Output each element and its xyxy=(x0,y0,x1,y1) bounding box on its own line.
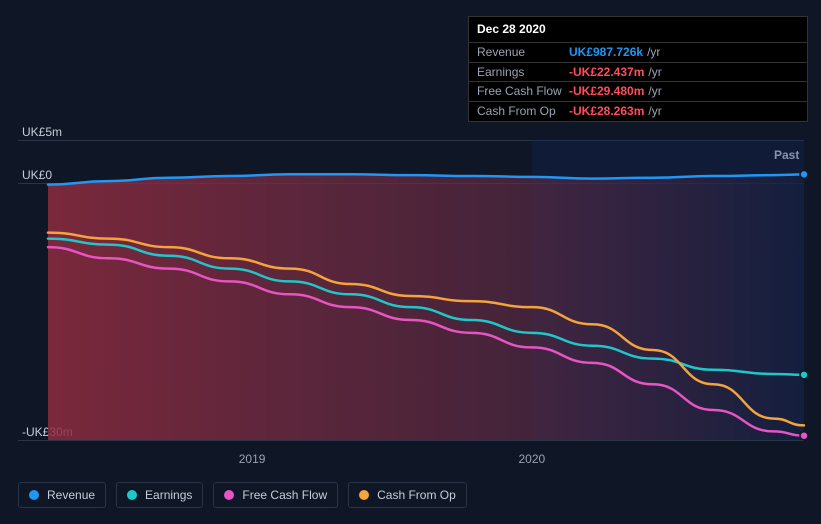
tooltip-unit: /yr xyxy=(648,83,661,100)
tooltip-value: -UK£29.480m xyxy=(569,83,644,100)
tooltip-label: Cash From Op xyxy=(477,103,569,120)
legend-label: Earnings xyxy=(145,488,192,502)
tooltip: Dec 28 2020 Revenue UK£987.726k /yr Earn… xyxy=(468,16,808,122)
tooltip-unit: /yr xyxy=(647,44,660,61)
x-axis-label: 2020 xyxy=(518,452,545,466)
legend-item-earnings[interactable]: Earnings xyxy=(116,482,203,508)
legend-item-free-cash-flow[interactable]: Free Cash Flow xyxy=(213,482,338,508)
legend-swatch-icon xyxy=(224,490,234,500)
tooltip-label: Earnings xyxy=(477,64,569,81)
tooltip-unit: /yr xyxy=(648,64,661,81)
legend-swatch-icon xyxy=(127,490,137,500)
legend-item-revenue[interactable]: Revenue xyxy=(18,482,106,508)
legend-swatch-icon xyxy=(29,490,39,500)
legend-item-cash-from-op[interactable]: Cash From Op xyxy=(348,482,467,508)
tooltip-date: Dec 28 2020 xyxy=(469,17,807,43)
x-axis-label: 2019 xyxy=(239,452,266,466)
legend-label: Revenue xyxy=(47,488,95,502)
tooltip-value: -UK£22.437m xyxy=(569,64,644,81)
chart-container: UK£5m UK£0 -UK£30m Past 2019 2020 Dec 28… xyxy=(0,0,821,524)
legend-label: Cash From Op xyxy=(377,488,456,502)
legend-swatch-icon xyxy=(359,490,369,500)
tooltip-row: Revenue UK£987.726k /yr xyxy=(469,43,807,63)
tooltip-row: Cash From Op -UK£28.263m /yr xyxy=(469,102,807,121)
tooltip-row: Free Cash Flow -UK£29.480m /yr xyxy=(469,82,807,102)
tooltip-label: Free Cash Flow xyxy=(477,83,569,100)
tooltip-value: UK£987.726k xyxy=(569,44,643,61)
tooltip-label: Revenue xyxy=(477,44,569,61)
legend: Revenue Earnings Free Cash Flow Cash Fro… xyxy=(18,482,467,508)
tooltip-unit: /yr xyxy=(648,103,661,120)
legend-label: Free Cash Flow xyxy=(242,488,327,502)
tooltip-row: Earnings -UK£22.437m /yr xyxy=(469,63,807,83)
tooltip-value: -UK£28.263m xyxy=(569,103,644,120)
